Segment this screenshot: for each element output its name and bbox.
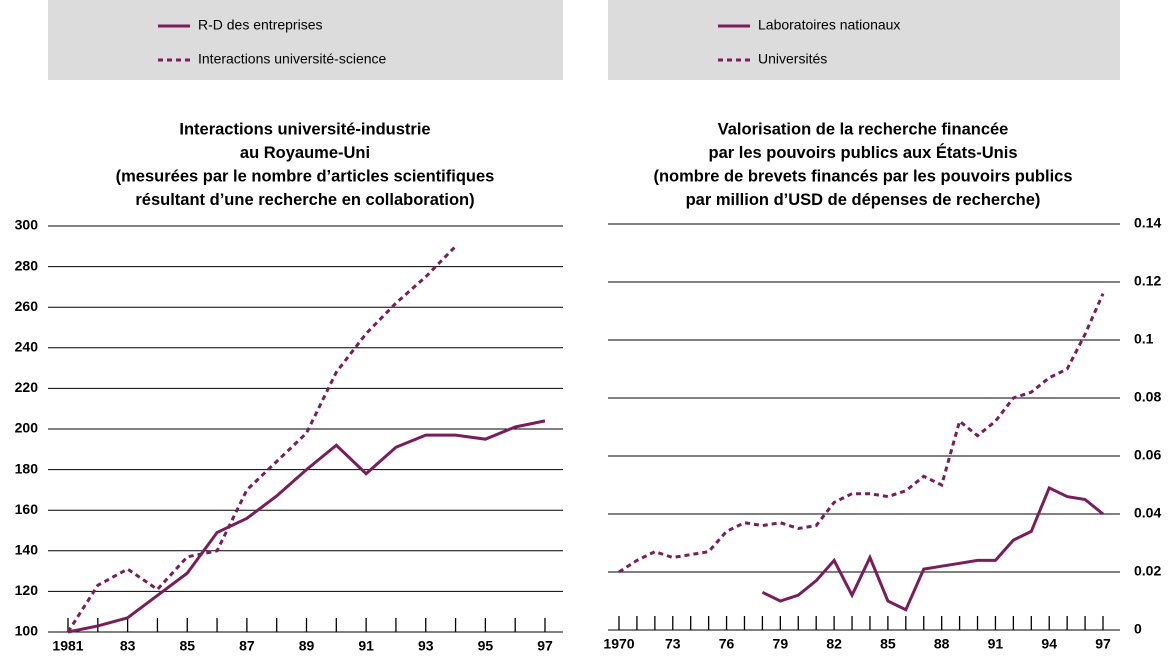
x-tick-label: 1981 (52, 638, 83, 654)
x-tick-label: 89 (299, 638, 315, 654)
x-tick-label: 91 (358, 638, 374, 654)
chart-title: par les pouvoirs publics aux États-Unis (709, 143, 1018, 162)
y-tick-label: 300 (15, 217, 39, 233)
x-tick-label: 87 (239, 638, 255, 654)
x-tick-label: 79 (773, 636, 789, 652)
chart-title: Interactions université-industrie (179, 120, 430, 138)
series-line (618, 292, 1105, 574)
y-tick-label: 0.02 (1134, 563, 1161, 579)
y-tick-label: 0.06 (1134, 447, 1161, 463)
y-tick-label: 220 (15, 379, 39, 395)
y-tick-label: 260 (15, 298, 39, 314)
x-tick-label: 93 (418, 638, 434, 654)
y-tick-label: 120 (15, 582, 39, 598)
x-tick-label: 94 (1041, 636, 1057, 652)
x-tick-label: 76 (719, 636, 735, 652)
chart-title: par million d’USD de dépenses de recherc… (686, 191, 1041, 209)
y-tick-label: 100 (15, 623, 39, 639)
series-line (761, 485, 1104, 612)
y-tick-label: 0.04 (1134, 505, 1161, 521)
x-tick-label: 88 (934, 636, 950, 652)
x-tick-label: 83 (120, 638, 136, 654)
x-tick-label: 97 (537, 638, 553, 654)
legend-box (48, 0, 563, 80)
chart-title: (nombre de brevets financés par les pouv… (653, 167, 1072, 185)
y-tick-label: 160 (15, 501, 39, 517)
x-tick-label: 85 (880, 636, 896, 652)
chart-title: (mesurées par le nombre d’articles scien… (116, 167, 495, 185)
legend-label: Interactions université-science (198, 51, 387, 67)
x-tick-label: 73 (665, 636, 681, 652)
y-tick-label: 180 (15, 460, 39, 476)
y-tick-label: 0.12 (1134, 273, 1161, 289)
y-tick-label: 280 (15, 257, 39, 273)
x-tick-label: 82 (826, 636, 842, 652)
y-tick-label: 140 (15, 542, 39, 558)
legend-box (608, 0, 1120, 80)
legend-label: R-D des entreprises (198, 17, 323, 33)
y-tick-label: 0.08 (1134, 389, 1161, 405)
legend-label: Laboratoires nationaux (758, 17, 900, 33)
chart-title: résultant d’une recherche en collaborati… (135, 191, 474, 209)
y-tick-label: 240 (15, 339, 39, 355)
chart-title: Valorisation de la recherche financée (718, 120, 1009, 138)
y-tick-label: 0.1 (1134, 331, 1154, 347)
x-tick-label: 1970 (603, 636, 634, 652)
legend-label: Universités (758, 51, 827, 67)
x-tick-label: 85 (179, 638, 195, 654)
y-tick-label: 200 (15, 420, 39, 436)
chart-title: au Royaume-Uni (240, 144, 370, 162)
y-tick-label: 0.14 (1134, 215, 1161, 231)
x-tick-label: 91 (988, 636, 1004, 652)
x-tick-label: 97 (1095, 636, 1111, 652)
series-line (67, 419, 546, 634)
series-line (66, 245, 457, 633)
x-tick-label: 95 (478, 638, 494, 654)
y-tick-label: 0 (1134, 621, 1142, 637)
